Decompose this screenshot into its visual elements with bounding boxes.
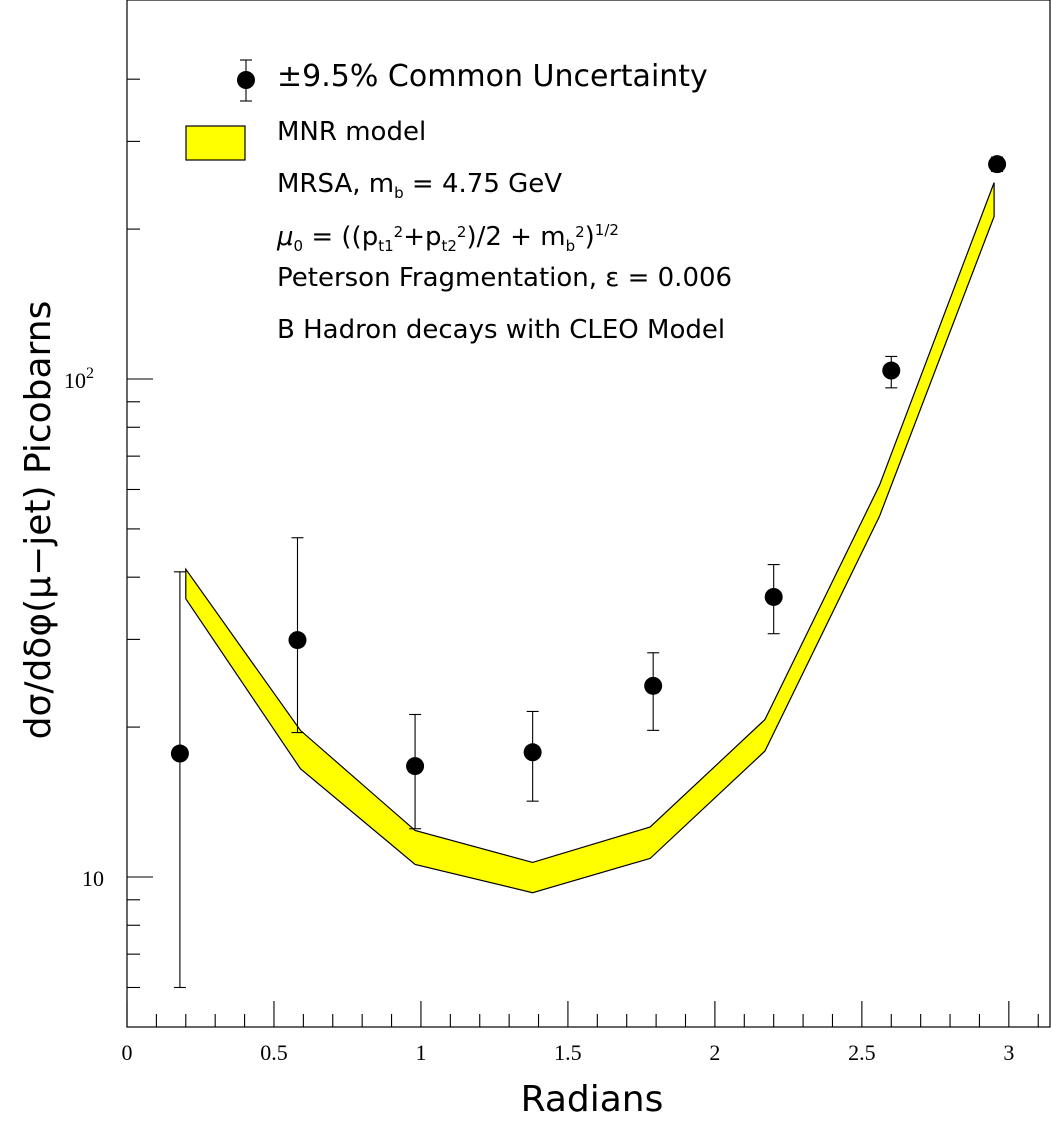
- x-tick-label: 0.5: [260, 1040, 288, 1065]
- legend-point-marker: [237, 59, 255, 102]
- data-marker: [288, 631, 307, 650]
- data-point: [170, 571, 189, 989]
- legend: ±9.5% Common Uncertainty MNR model MRSA,…: [185, 59, 732, 345]
- legend-points-label: ±9.5% Common Uncertainty: [277, 59, 708, 94]
- legend-line-mrsa: MRSA, mb = 4.75 GeV: [277, 169, 562, 202]
- x-tick-label: 2: [709, 1040, 720, 1065]
- x-tick-labels: 0 0.5 1 1.5 2 2.5 3: [122, 1040, 1015, 1065]
- plot-frame: [126, 0, 1051, 1028]
- y-tick-label-100: 102: [64, 365, 94, 393]
- data-marker: [170, 744, 189, 763]
- mnr-model-band: [185, 182, 995, 894]
- axis-ticks: [126, 78, 1039, 1027]
- x-axis-title: Radians: [521, 1079, 664, 1120]
- data-marker: [523, 743, 542, 762]
- data-points-layer: [170, 155, 1007, 989]
- x-tick-label: 1: [415, 1040, 426, 1065]
- y-tick-label-10: 10: [82, 866, 104, 891]
- x-tick-label: 3: [1003, 1040, 1014, 1065]
- data-point: [523, 710, 542, 802]
- x-tick-label: 1.5: [554, 1040, 582, 1065]
- legend-band-swatch: [185, 125, 246, 161]
- data-point: [764, 564, 783, 635]
- data-point: [988, 155, 1007, 174]
- data-marker: [406, 757, 425, 776]
- x-tick-label: 0: [122, 1040, 133, 1065]
- data-point: [406, 713, 425, 830]
- data-point: [644, 652, 663, 731]
- model-band-layer: [185, 182, 995, 894]
- y-axis-title: dσ/dδφ(μ−jet) Picobarns: [18, 301, 59, 740]
- data-point: [882, 355, 901, 389]
- data-marker: [882, 361, 901, 380]
- data-marker: [988, 155, 1007, 174]
- data-marker: [644, 676, 663, 695]
- legend-line-scale: μ0 = ((pt12+pt22)/2 + mb2)1/2: [276, 221, 619, 255]
- legend-line-cleo: B Hadron decays with CLEO Model: [277, 315, 725, 345]
- x-tick-label: 2.5: [848, 1040, 876, 1065]
- data-marker: [764, 587, 783, 606]
- legend-line-peterson: Peterson Fragmentation, ε = 0.006: [277, 263, 732, 293]
- legend-band-label: MNR model: [277, 117, 426, 147]
- data-point: [288, 537, 307, 734]
